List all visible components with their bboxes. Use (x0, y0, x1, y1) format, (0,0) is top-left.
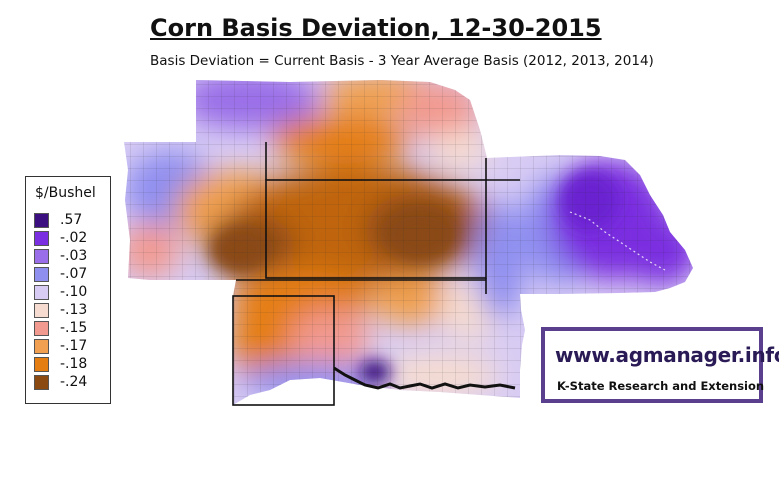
state-borders (232, 142, 520, 406)
legend-label: -.15 (60, 320, 88, 336)
legend-item: -.03 (34, 247, 87, 265)
legend-swatch (34, 320, 49, 336)
legend-label: -.24 (60, 374, 88, 390)
red-river-boundary (333, 366, 516, 390)
legend-item: -.24 (34, 373, 87, 391)
legend-swatch (34, 374, 49, 390)
legend-item: -.15 (34, 319, 87, 337)
kansas-border (265, 179, 487, 279)
legend-swatch (34, 284, 49, 300)
legend-label: -.17 (60, 338, 88, 354)
legend-swatch (34, 266, 49, 282)
legend-swatch (34, 338, 49, 354)
legend-item: -.07 (34, 265, 87, 283)
legend-swatch (34, 356, 49, 372)
color-legend: $/Bushel .57 -.02 -.03 -.07 -.10 -.13 -.… (25, 176, 111, 404)
texas-panhandle-border (232, 295, 335, 406)
legend-title: $/Bushel (35, 185, 96, 201)
legend-item: -.02 (34, 229, 87, 247)
missouri-river (569, 211, 666, 271)
legend-item: -.17 (34, 337, 87, 355)
logo-url-text: www.agmanager.info (555, 343, 779, 367)
legend-item: -.10 (34, 283, 87, 301)
legend-label: -.10 (60, 284, 88, 300)
legend-label: .57 (60, 212, 83, 228)
page-title: Corn Basis Deviation, 12-30-2015 (150, 14, 602, 42)
legend-swatch (34, 302, 49, 318)
legend-swatch (34, 212, 49, 228)
logo-org-text: K-State Research and Extension (557, 379, 765, 393)
legend-item: .57 (34, 211, 82, 229)
legend-label: -.02 (60, 230, 88, 246)
legend-swatch (34, 230, 49, 246)
legend-label: -.18 (60, 356, 88, 372)
legend-item: -.13 (34, 301, 87, 319)
legend-label: -.13 (60, 302, 88, 318)
legend-swatch (34, 248, 49, 264)
legend-label: -.07 (60, 266, 88, 282)
legend-label: -.03 (60, 248, 88, 264)
legend-item: -.18 (34, 355, 87, 373)
agmanager-logo[interactable]: www.agmanager.info K-State Research and … (541, 327, 779, 403)
page-subtitle: Basis Deviation = Current Basis - 3 Year… (150, 53, 654, 69)
